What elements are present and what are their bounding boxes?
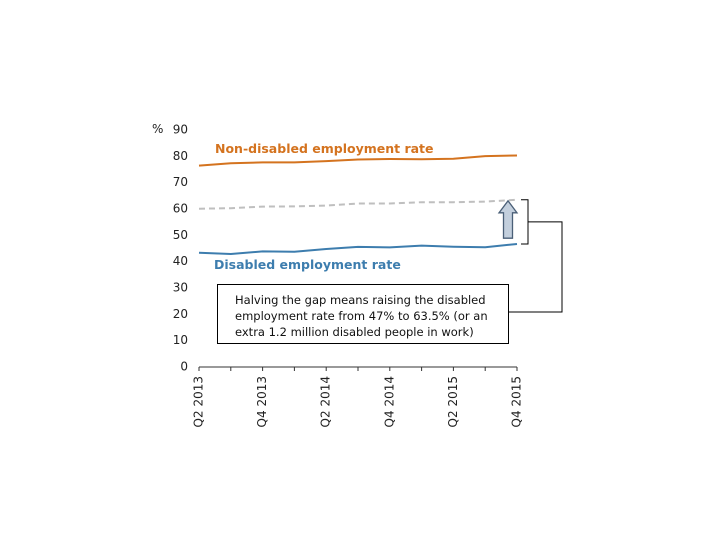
annotation-callout: Halving the gap means raising the disabl… xyxy=(217,284,509,344)
series-line-0 xyxy=(198,154,518,167)
callout-connector xyxy=(509,221,563,313)
y-tick-label: 60 xyxy=(173,202,188,216)
series-label-non-disabled: Non-disabled employment rate xyxy=(215,141,434,156)
series-line-2 xyxy=(198,243,518,255)
y-tick-label: 30 xyxy=(173,281,188,295)
x-tick-label: Q4 2013 xyxy=(255,376,269,427)
y-tick-label: 80 xyxy=(173,149,188,163)
x-tick-label: Q4 2014 xyxy=(382,376,396,427)
x-tick-label: Q4 2015 xyxy=(510,376,524,427)
series-lines xyxy=(198,154,518,255)
y-tick-label: 90 xyxy=(173,123,188,137)
y-tick-label: 10 xyxy=(173,333,188,347)
gap-arrow-shape xyxy=(497,199,519,239)
x-axis-ticks: Q2 2013 Q4 2013 Q2 2014 Q4 2014 Q2 2015 Q4 20… xyxy=(192,376,524,427)
y-tick-label: 50 xyxy=(173,228,188,242)
y-tick-label: 40 xyxy=(173,254,188,268)
series-line-1 xyxy=(198,198,518,210)
series-label-disabled: Disabled employment rate xyxy=(214,257,401,272)
x-tick-label: Q2 2014 xyxy=(319,376,333,427)
y-tick-label: 0 xyxy=(180,360,188,374)
y-tick-label: 20 xyxy=(173,307,188,321)
x-tick-label: Q2 2013 xyxy=(192,376,206,427)
y-axis-ticks: 0 10 20 30 40 50 60 70 80 90 xyxy=(173,123,188,374)
y-tick-label: 70 xyxy=(173,175,188,189)
y-axis-unit-label: % xyxy=(152,122,163,136)
bracket-line xyxy=(521,199,529,245)
axes xyxy=(198,366,518,371)
gap-bracket xyxy=(509,199,563,313)
gap-arrow xyxy=(497,199,519,239)
x-tick-label: Q2 2015 xyxy=(446,376,460,427)
